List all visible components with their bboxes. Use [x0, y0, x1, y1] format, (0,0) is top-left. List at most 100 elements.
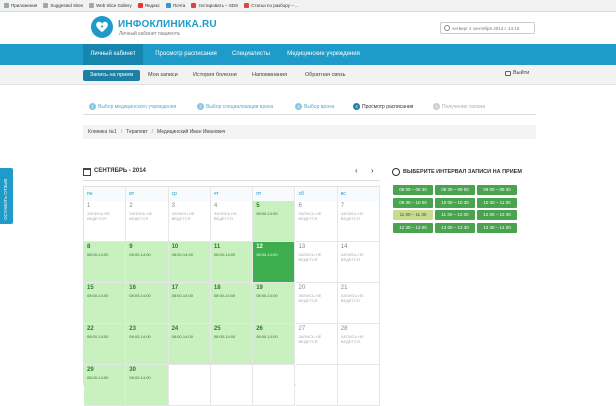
yandex-icon	[137, 3, 143, 8]
page-icon	[43, 3, 49, 8]
nav-personal-cabinet[interactable]: Личный кабинет	[83, 44, 143, 65]
weekday-header: вт	[126, 187, 169, 201]
day-number: 26	[256, 326, 263, 332]
breadcrumb-clinic[interactable]: Клиника №1	[88, 129, 117, 135]
apps-icon	[4, 3, 9, 8]
bookmark-articles[interactable]: Статьи по разбору – ...	[244, 3, 299, 8]
bookmark-apps[interactable]: Приложения	[4, 3, 37, 8]
time-slot-button[interactable]: 12 00 – 12 30	[477, 210, 517, 220]
time-slot-button[interactable]: 12 30 – 13 00	[393, 222, 433, 233]
bookmark-test[interactable]: тестировать – SDS	[191, 3, 238, 8]
logo-title[interactable]: ИНФОКЛИНИКА.RU	[118, 19, 217, 30]
calendar-day[interactable]: 12 08:00-14:00	[253, 242, 296, 283]
calendar-day: 3 ЗАПИСЬ НЕ ВЕДЕТСЯ	[168, 201, 211, 242]
bookmark-yandex[interactable]: Яндекс	[137, 3, 160, 8]
calendar-day: 7 ЗАПИСЬ НЕ ВЕДЕТСЯ	[337, 201, 381, 242]
breadcrumb: Клиника №1 / Терапевт / Медицинский Иван…	[83, 125, 536, 139]
calendar-day: 21 ЗАПИСЬ НЕ ВЕДЕТСЯ	[337, 283, 381, 324]
bookmark-suggested[interactable]: Suggested Sites	[43, 3, 83, 8]
day-number: 23	[129, 326, 136, 332]
calendar-day[interactable]: 9 08:00-14:00	[126, 242, 169, 283]
no-record-text: ЗАПИСЬ НЕ ВЕДЕТСЯ	[298, 334, 322, 344]
calendar-day[interactable]: 18 08:00-14:00	[210, 283, 254, 324]
working-hours: 08:00-14:00	[213, 252, 236, 257]
breadcrumb-separator: /	[151, 129, 154, 135]
working-hours: 08:00-14:00	[256, 252, 278, 257]
calendar-day[interactable]: 11 08:00-14:00	[210, 242, 254, 283]
calendar-day[interactable]: 26 08:00-14:00	[253, 324, 296, 365]
calendar-day[interactable]: 8 08:00-14:00	[84, 242, 127, 283]
day-number: 20	[298, 285, 306, 291]
day-number: 29	[87, 367, 94, 373]
day-number: 17	[171, 285, 179, 291]
mail-icon	[165, 3, 171, 8]
subnav-my-records[interactable]: Мои записи	[148, 72, 178, 78]
weekday-header: сб	[295, 187, 338, 201]
no-record-text: ЗАПИСЬ НЕ ВЕДЕТСЯ	[87, 211, 110, 221]
time-slot-button[interactable]: 09 00 – 09 30	[477, 185, 517, 195]
calendar-month-title: СЕНТЯБРЬ - 2014	[94, 168, 146, 174]
working-hours: 08:00-14:00	[171, 252, 193, 257]
weekday-header: ср	[168, 187, 211, 201]
nav-schedule[interactable]: Просмотр расписания	[155, 51, 217, 57]
day-number: 13	[298, 244, 306, 250]
logo-heart-icon[interactable]	[91, 16, 113, 38]
calendar-day[interactable]: 10 08:00-14:00	[168, 242, 211, 283]
calendar-day[interactable]: 30 08:00-14:00	[126, 365, 169, 406]
feedback-tab[interactable]: ОСТАВИТЬ ОТЗЫВ	[0, 168, 13, 224]
breadcrumb-specialty[interactable]: Терапевт	[126, 129, 148, 135]
subnav-feedback[interactable]: Обратная связь	[305, 72, 346, 78]
time-slot-button[interactable]: 13 30 – 14 00	[477, 222, 517, 233]
no-record-text: ЗАПИСЬ НЕ ВЕДЕТСЯ	[340, 211, 364, 221]
calendar-day[interactable]: 22 08:00-14:00	[84, 324, 127, 365]
working-hours: 08:00-14:00	[87, 375, 109, 380]
time-slot-button[interactable]: 08 00 – 08 30	[393, 185, 433, 195]
calendar-day[interactable]: 19 08:00-14:00	[253, 283, 296, 324]
logout-button[interactable]: Выйти	[505, 70, 529, 76]
calendar-day[interactable]: 17 08:00-14:00	[168, 283, 211, 324]
subnav-reminders[interactable]: Напоминания	[252, 72, 288, 78]
breadcrumb-separator: /	[120, 129, 123, 135]
time-slot-button[interactable]: 10 30 – 11 00	[477, 197, 517, 208]
working-hours: 08:00-14:00	[129, 334, 151, 339]
day-number: 11	[213, 244, 221, 250]
working-hours: 08:00-14:00	[256, 211, 278, 216]
calendar-day[interactable]: 29 08:00-14:00	[84, 365, 127, 406]
time-slot-button[interactable]: 11 30 – 12 00	[435, 210, 475, 220]
subnav-appointment[interactable]: Запись на прием	[83, 70, 140, 81]
calendar-icon	[83, 168, 91, 176]
calendar-day[interactable]: 25 08:00-14:00	[210, 324, 254, 365]
bookmark-mail[interactable]: Почта	[165, 3, 185, 8]
working-hours: 08:00-14:00	[213, 293, 236, 298]
bookmark-webslice[interactable]: Web Slice Gallery	[89, 3, 132, 8]
step-ticket: 5 Получение талона	[433, 103, 485, 110]
time-slot-button[interactable]: 10 00 – 10 30	[435, 197, 475, 208]
day-number: 4	[213, 203, 218, 209]
calendar-day[interactable]: 24 08:00-14:00	[168, 324, 211, 365]
time-slot-button: 11 00 – 11 30	[393, 210, 433, 220]
calendar-day[interactable]: 16 08:00-14:00	[126, 283, 169, 324]
no-record-text: ЗАПИСЬ НЕ ВЕДЕТСЯ	[213, 211, 237, 221]
day-number: 7	[340, 203, 345, 209]
time-slot-button[interactable]: 13 00 – 13 30	[435, 222, 475, 233]
step-doctor[interactable]: 3 Выбор врача	[295, 103, 334, 110]
subnav-medical-history[interactable]: История болезни	[193, 72, 237, 78]
time-slot-button[interactable]: 09 30 – 10 00	[393, 197, 433, 208]
time-slot-button[interactable]: 08 30 – 09 00	[435, 185, 475, 195]
nav-specialists[interactable]: Специалисты	[232, 51, 270, 57]
working-hours: 08:00-14:00	[129, 293, 151, 298]
step-specialization[interactable]: 2 Выбор специализации врача	[197, 103, 273, 110]
calendar-empty-cell	[210, 365, 254, 406]
day-number: 15	[87, 285, 94, 291]
calendar-prev-button[interactable]: ‹	[355, 166, 358, 175]
working-hours: 08:00-14:00	[256, 293, 278, 298]
calendar-day[interactable]: 23 08:00-14:00	[126, 324, 169, 365]
nav-medical-institutions[interactable]: Медицинские учреждения	[287, 51, 360, 57]
calendar-day[interactable]: 5 08:00-14:00	[253, 201, 296, 242]
calendar-day: 2 ЗАПИСЬ НЕ ВЕДЕТСЯ	[126, 201, 169, 242]
calendar-day[interactable]: 15 08:00-14:00	[84, 283, 127, 324]
calendar-next-button[interactable]: ›	[371, 166, 374, 175]
step-institution[interactable]: 1 Выбор медицинского учреждения	[89, 103, 176, 110]
weekday-header: чт	[210, 187, 254, 201]
step-schedule: 4 Просмотр расписания	[353, 103, 413, 110]
